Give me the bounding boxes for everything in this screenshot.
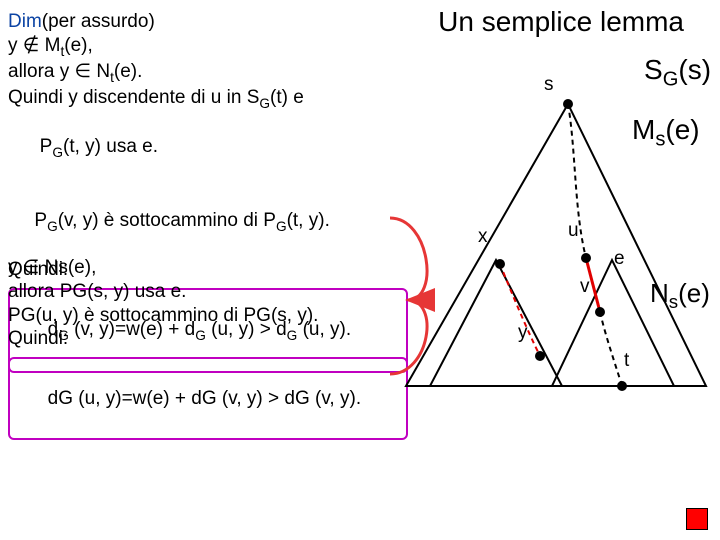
node-s	[563, 99, 573, 109]
node-v	[595, 307, 605, 317]
label-s: s	[544, 74, 554, 96]
path-v-t	[600, 312, 622, 386]
label-t: t	[624, 350, 629, 372]
node-y	[535, 351, 545, 361]
tree-diagram: SG(s) Ms(e) Ns(e) s u v t x y e	[400, 60, 712, 420]
footer-square-icon	[686, 508, 708, 530]
dim-suffix: (per assurdo)	[42, 11, 155, 32]
proof1-line4: PG(t, y) usa e.	[8, 111, 408, 184]
proof-block-2: y ∈ Ns(e), allora PG(s, y) usa e. PG(u, …	[8, 256, 408, 446]
proof1-line-dim: Dim(per assurdo)	[8, 10, 408, 34]
node-u	[581, 253, 591, 263]
proof2-line2: allora PG(s, y) usa e.	[8, 280, 408, 304]
label-v: v	[580, 276, 590, 298]
proof2-line1: y ∈ Ns(e),	[8, 256, 408, 280]
proof2-box: dG (u, y)=w(e) + dG (v, y) > dG (v, y).	[8, 357, 408, 440]
inner-left-triangle	[430, 260, 562, 386]
proof2-line4: Quindi:	[8, 327, 408, 351]
label-y: y	[518, 322, 528, 344]
label-Ns: Ns(e)	[650, 278, 710, 313]
dim-label: Dim	[8, 11, 42, 32]
proof2-line3: PG(u, y) è sottocammino di PG(s, y).	[8, 304, 408, 328]
label-u: u	[568, 220, 579, 242]
proof1-line1: y ∉ Mt(e),	[8, 34, 408, 60]
label-SG: SG(s)	[644, 54, 711, 92]
label-Ms: Ms(e)	[632, 114, 700, 152]
proof1-line2: allora y ∈ Nt(e).	[8, 60, 408, 86]
page-title: Un semplice lemma	[438, 6, 684, 38]
label-x: x	[478, 226, 488, 248]
node-x	[495, 259, 505, 269]
node-t	[617, 381, 627, 391]
label-e: e	[614, 248, 625, 270]
proof1-line3: Quindi y discendente di u in SG(t) e	[8, 86, 408, 112]
proof1-line5: PG(v, y) è sottocammino di PG(t, y).	[8, 185, 408, 258]
